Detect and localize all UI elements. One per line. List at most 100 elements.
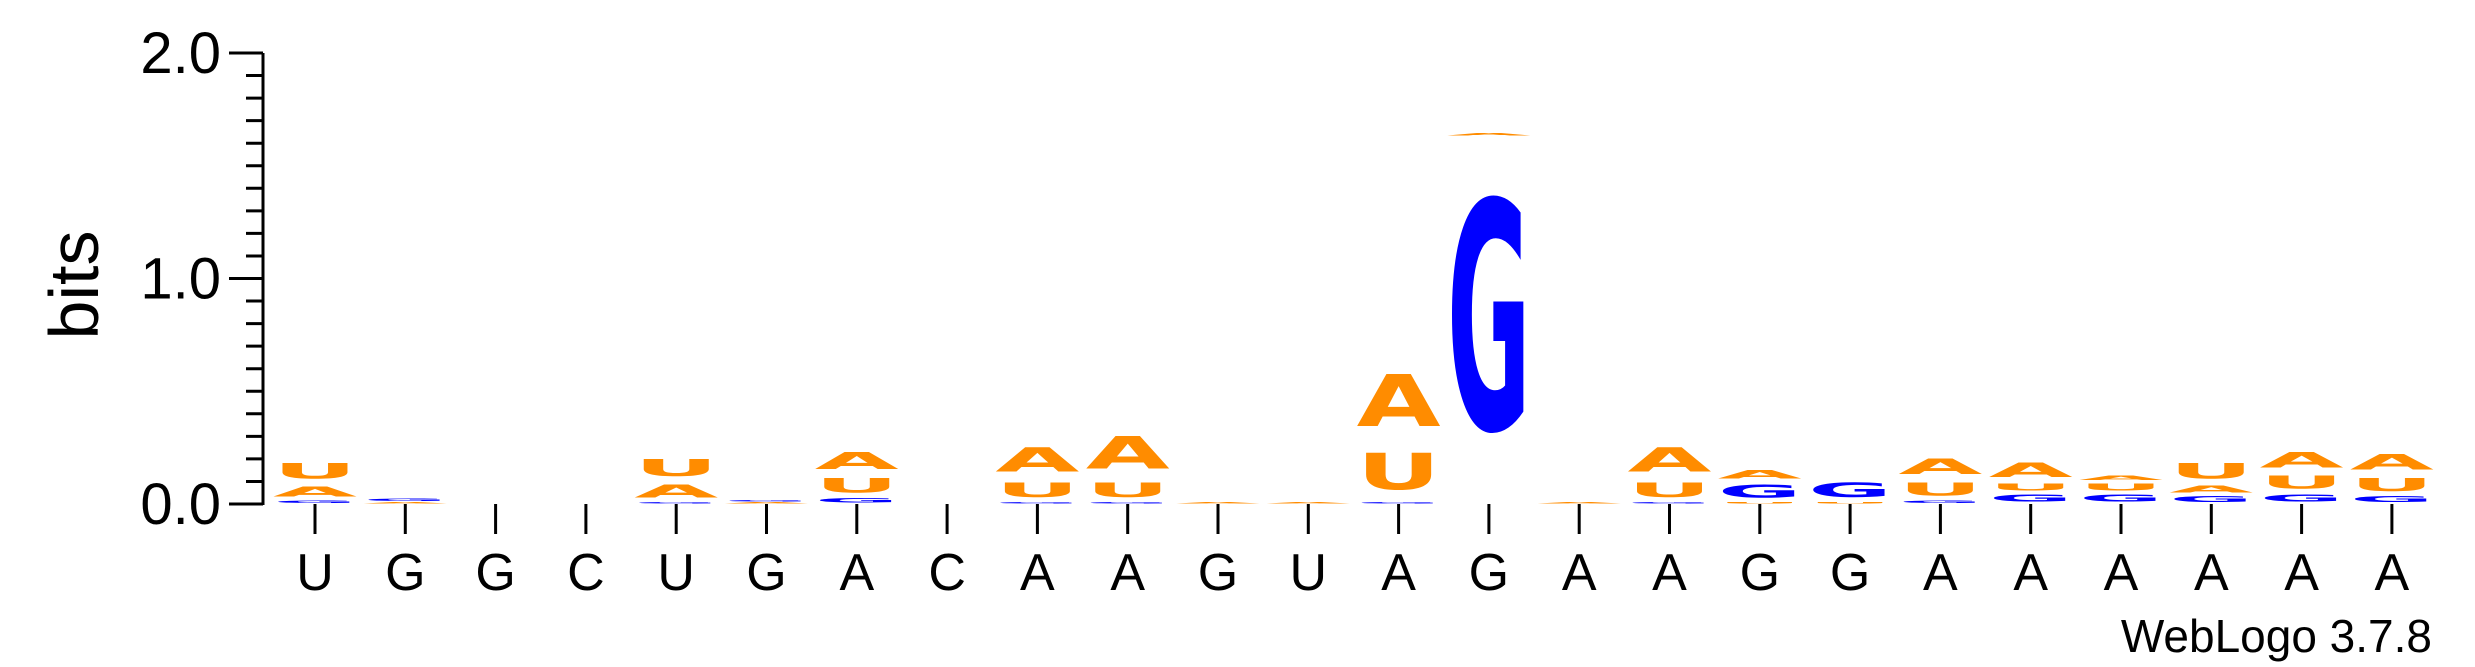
letter-U: U <box>1357 444 1441 502</box>
y-tick-label: 0.0 <box>140 472 221 537</box>
position-stack: UG <box>1808 480 1892 504</box>
position-stack: GUA <box>815 448 899 504</box>
letter-U: U <box>1989 482 2073 493</box>
x-tick-label: A <box>1652 544 1687 602</box>
x-tick-label: G <box>385 544 425 602</box>
x-tick-label: A <box>839 544 874 602</box>
x-tick-label: U <box>1290 544 1328 602</box>
letter-G: G <box>1447 138 1531 504</box>
letter-A: A <box>1537 502 1622 504</box>
letter-G: G <box>273 500 357 504</box>
position-stack: GAU <box>273 459 357 504</box>
y-tick-label: 1.0 <box>140 247 221 312</box>
x-tick-label: C <box>567 544 605 602</box>
x-tick-label: G <box>746 544 786 602</box>
letter-U: U <box>1086 479 1170 502</box>
position-stack: GUA <box>995 441 1079 504</box>
letter-A: A <box>1447 132 1532 136</box>
letter-A: A <box>1266 502 1351 504</box>
letter-A: A <box>1086 427 1170 479</box>
letter-G: G <box>2350 495 2434 504</box>
letter-G: G <box>2260 493 2344 504</box>
letter-G: G <box>2079 493 2163 504</box>
x-tick-label: A <box>2375 544 2410 602</box>
position-stack: GUA <box>2350 450 2435 504</box>
x-tick-label: G <box>1198 544 1238 602</box>
x-tick-label: A <box>1110 544 1145 602</box>
x-tick-label: G <box>1469 544 1509 602</box>
weblogo-credit: WebLogo 3.7.8 <box>2121 610 2432 662</box>
letter-G: G <box>815 497 899 504</box>
letter-G: G <box>725 500 809 502</box>
letter-A: A <box>2169 484 2254 495</box>
letter-U: U <box>273 459 357 484</box>
letter-A: A <box>995 441 1079 479</box>
letter-U: U <box>634 454 718 481</box>
letter-G: G <box>1086 502 1170 504</box>
letter-G: G <box>1628 502 1712 504</box>
y-tick-label: 2.0 <box>140 21 221 86</box>
x-tick-label: C <box>928 544 966 602</box>
letter-G: G <box>2169 495 2253 504</box>
position-stack: A <box>1176 502 1261 504</box>
letter-U: U <box>2169 459 2253 484</box>
letter-G: G <box>1808 480 1892 502</box>
position-stack: A <box>1266 502 1351 504</box>
x-tick-label: A <box>1562 544 1597 602</box>
letter-A: A <box>1628 441 1712 479</box>
letter-A: A <box>1176 502 1261 504</box>
letter-G: G <box>1898 500 1982 504</box>
letter-G: G <box>995 502 1079 504</box>
y-axis: 0.0 1.0 2.0 <box>140 21 265 537</box>
letter-G: G <box>1357 502 1441 504</box>
x-tick-label: A <box>1923 544 1958 602</box>
letter-A: A <box>2079 475 2164 482</box>
position-stack: AG <box>363 497 448 504</box>
x-tick-label: U <box>296 544 334 602</box>
letter-U: U <box>2260 473 2344 493</box>
letter-A: A <box>2350 450 2435 475</box>
letter-U: U <box>1628 479 1712 502</box>
letter-G: G <box>1718 482 1802 502</box>
letter-A: A <box>1898 455 1983 480</box>
position-stack: UGA <box>1718 468 1802 504</box>
position-stack: GUA <box>2079 475 2164 504</box>
position-stack: GUA <box>2260 448 2345 504</box>
position-stack: GUA <box>1989 459 2073 504</box>
letter-A: A <box>2260 448 2345 473</box>
x-tick-label: A <box>2194 544 2229 602</box>
x-tick-label: G <box>1740 544 1780 602</box>
letter-U: U <box>1718 502 1802 504</box>
letter-A: A <box>273 484 357 500</box>
position-stack: GUA <box>1357 360 1441 504</box>
x-tick-label: A <box>1020 544 1055 602</box>
letter-U: U <box>2350 475 2434 495</box>
letter-A: A <box>1989 459 2073 481</box>
letter-U: U <box>1808 502 1892 504</box>
letter-A: A <box>725 502 810 504</box>
letter-G: G <box>363 497 447 501</box>
position-stack: GA <box>1447 132 1532 504</box>
letter-A: A <box>1718 468 1802 481</box>
letter-U: U <box>1898 479 1982 499</box>
position-stack: GUA <box>1086 427 1170 504</box>
position-stack: AG <box>725 500 810 504</box>
letter-A: A <box>1357 360 1441 443</box>
position-stack: GUA <box>1898 455 1983 504</box>
letter-U: U <box>995 479 1079 502</box>
position-stack: GUA <box>1628 441 1712 504</box>
x-tick-label: A <box>1381 544 1416 602</box>
letter-A: A <box>634 482 718 502</box>
letter-G: G <box>634 502 718 504</box>
x-tick-label: A <box>2013 544 2048 602</box>
position-stack: GAU <box>634 454 718 504</box>
letter-A: A <box>815 448 899 475</box>
position-stack: GAU <box>2169 459 2254 504</box>
x-tick-label: G <box>475 544 515 602</box>
letter-G: G <box>1989 493 2073 504</box>
x-tick-label: U <box>657 544 695 602</box>
x-tick-label: A <box>2104 544 2139 602</box>
